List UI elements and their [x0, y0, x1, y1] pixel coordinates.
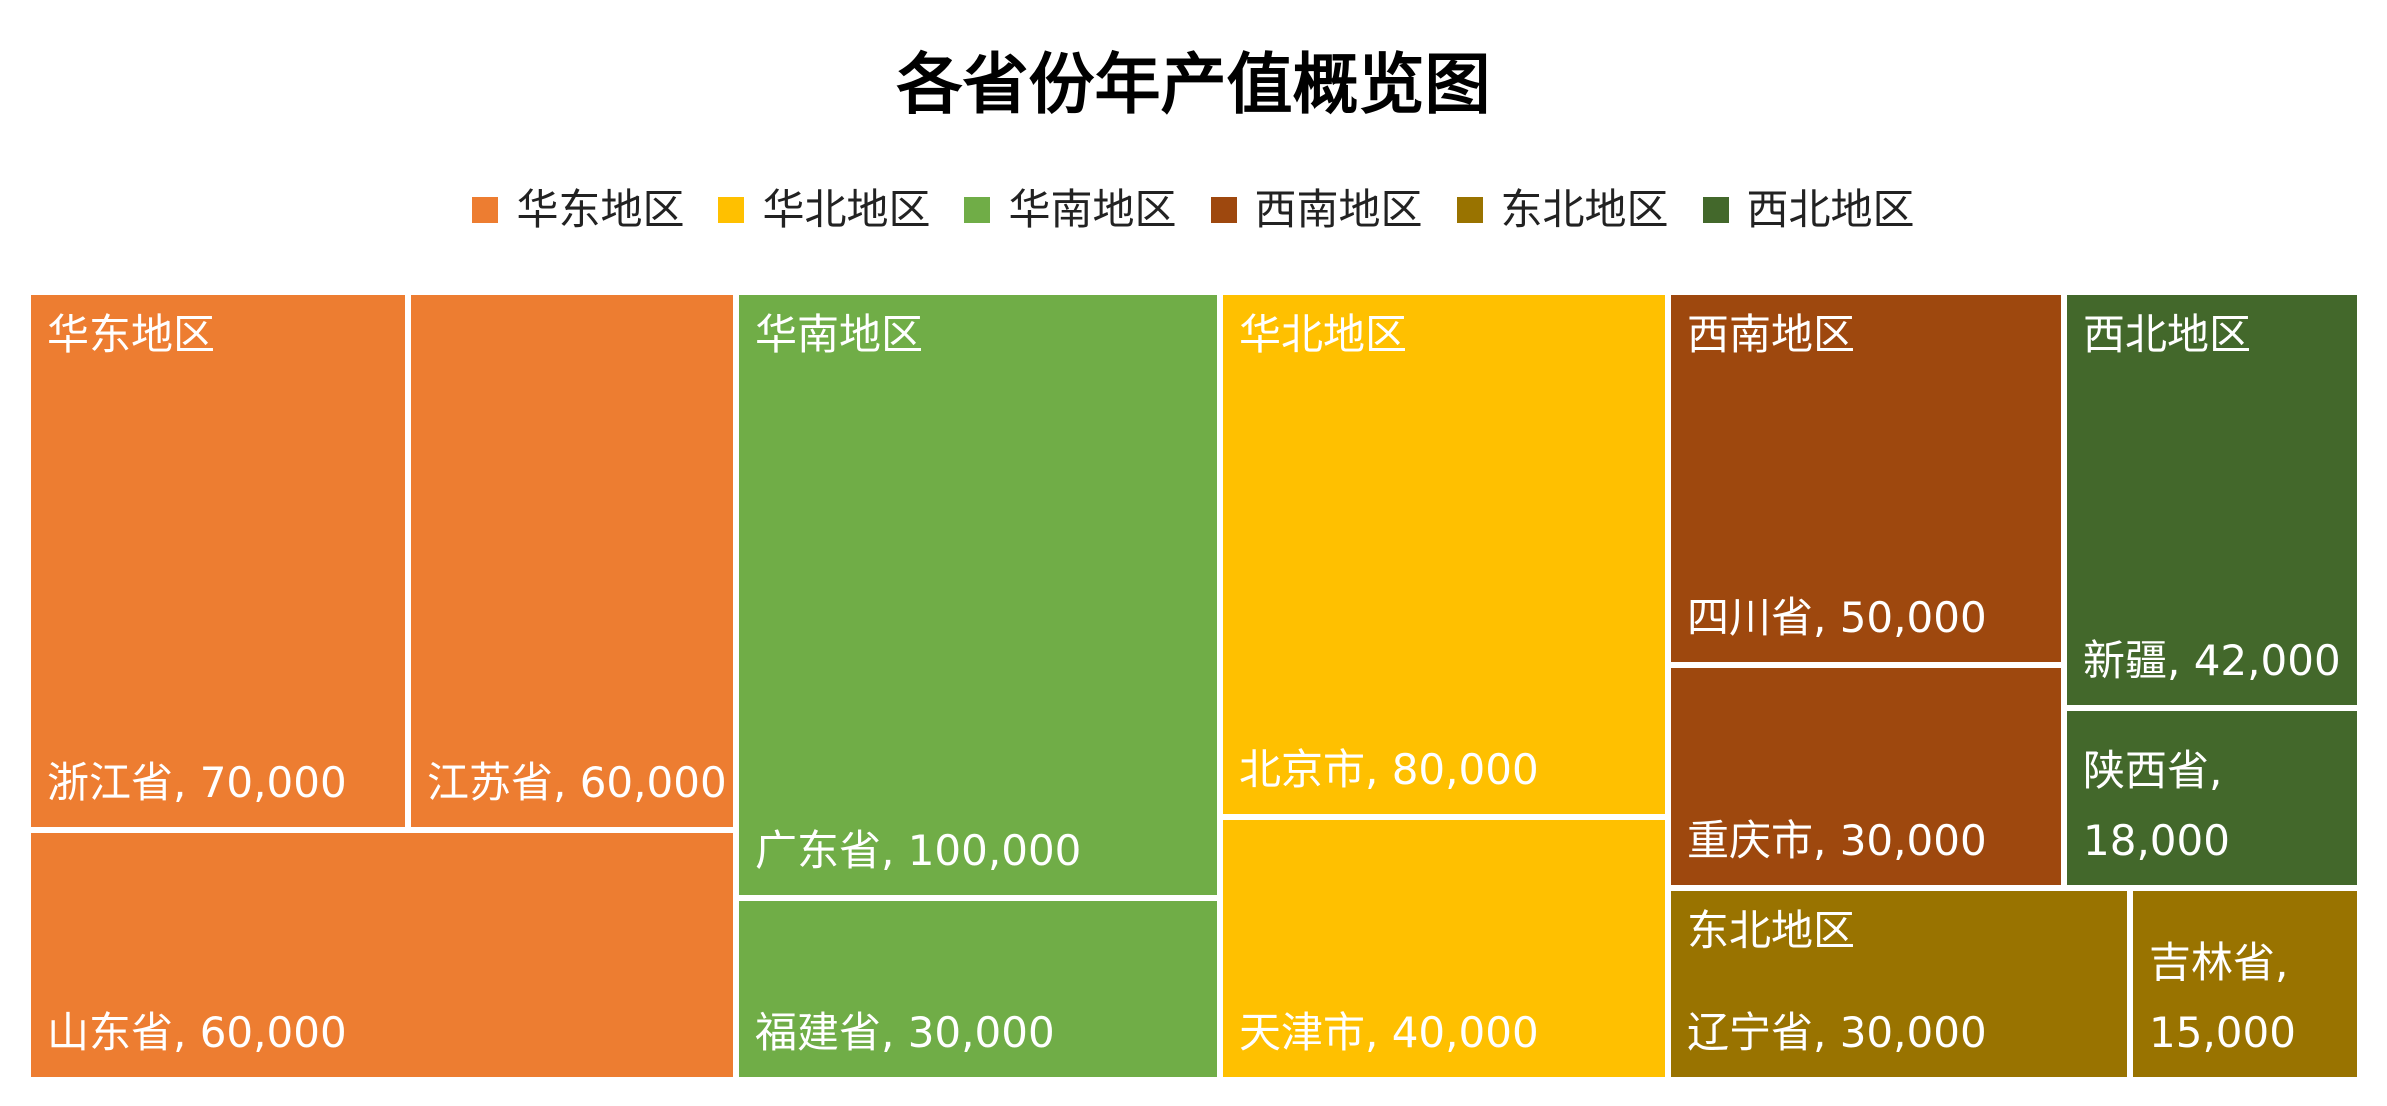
- cell-label: 新疆, 42,000: [2083, 636, 2341, 685]
- treemap-cell: [31, 833, 733, 1077]
- group-label: 华南地区: [755, 310, 923, 359]
- legend-item: 华南地区: [964, 180, 1177, 240]
- cell-label: 重庆市, 30,000: [1687, 816, 1987, 865]
- cell-label: 福建省, 30,000: [755, 1008, 1055, 1057]
- legend-label: 西南地区: [1254, 185, 1423, 234]
- group-label: 西南地区: [1687, 310, 1855, 359]
- legend-label: 华东地区: [516, 185, 685, 234]
- treemap-cell: [2067, 295, 2357, 705]
- legend-label: 华南地区: [1008, 185, 1177, 234]
- group-label: 西北地区: [2083, 310, 2251, 359]
- treemap-cell: [2067, 711, 2357, 885]
- legend-label: 西北地区: [1746, 185, 1915, 234]
- treemap-cell: [739, 901, 1217, 1077]
- cell-label: 吉林省,: [2149, 938, 2288, 987]
- cell-label: 浙江省, 70,000: [47, 758, 347, 807]
- legend-item: 华北地区: [718, 180, 930, 240]
- cell-label: 18,000: [2083, 816, 2230, 865]
- legend-swatch: [718, 197, 745, 223]
- cell-label: 广东省, 100,000: [755, 826, 1081, 875]
- cell-label: 天津市, 40,000: [1239, 1008, 1539, 1057]
- chart-title: 各省份年产值概览图: [896, 46, 1491, 123]
- treemap-cell: [1671, 668, 2061, 885]
- treemap-cell: [2133, 891, 2357, 1077]
- cell-label: 北京市, 80,000: [1239, 745, 1539, 794]
- legend-swatch: [964, 197, 991, 223]
- treemap-cell: [1223, 295, 1665, 814]
- group-label: 华北地区: [1239, 310, 1407, 359]
- legend: 华东地区 华北地区 华南地区 西南地区 东北地区 西北地区: [0, 180, 2387, 240]
- treemap-cell: [1223, 820, 1665, 1077]
- legend-swatch: [1456, 197, 1483, 223]
- legend-item: 西北地区: [1702, 180, 1915, 240]
- legend-item: 华东地区: [472, 180, 684, 240]
- legend-label: 华北地区: [762, 185, 931, 234]
- group-label: 东北地区: [1687, 906, 1855, 955]
- legend-label: 东北地区: [1500, 185, 1669, 234]
- group-label: 华东地区: [47, 310, 215, 359]
- cell-label: 陕西省,: [2083, 746, 2222, 795]
- legend-swatch: [1210, 197, 1237, 223]
- treemap-cell: [31, 295, 405, 827]
- cell-label: 江苏省, 60,000: [427, 758, 727, 807]
- legend-swatch: [472, 197, 499, 223]
- treemap-cell: [1671, 891, 2127, 1077]
- cell-label: 辽宁省, 30,000: [1687, 1008, 1987, 1057]
- cell-label: 15,000: [2149, 1008, 2296, 1057]
- legend-item: 东北地区: [1456, 180, 1669, 240]
- cell-label: 山东省, 60,000: [47, 1008, 347, 1057]
- legend-item: 西南地区: [1210, 180, 1423, 240]
- legend-swatch: [1702, 197, 1729, 223]
- treemap-cell: [1671, 295, 2061, 662]
- treemap-cell: [739, 295, 1217, 895]
- cell-label: 四川省, 50,000: [1687, 593, 1987, 642]
- treemap-cell: [411, 295, 733, 827]
